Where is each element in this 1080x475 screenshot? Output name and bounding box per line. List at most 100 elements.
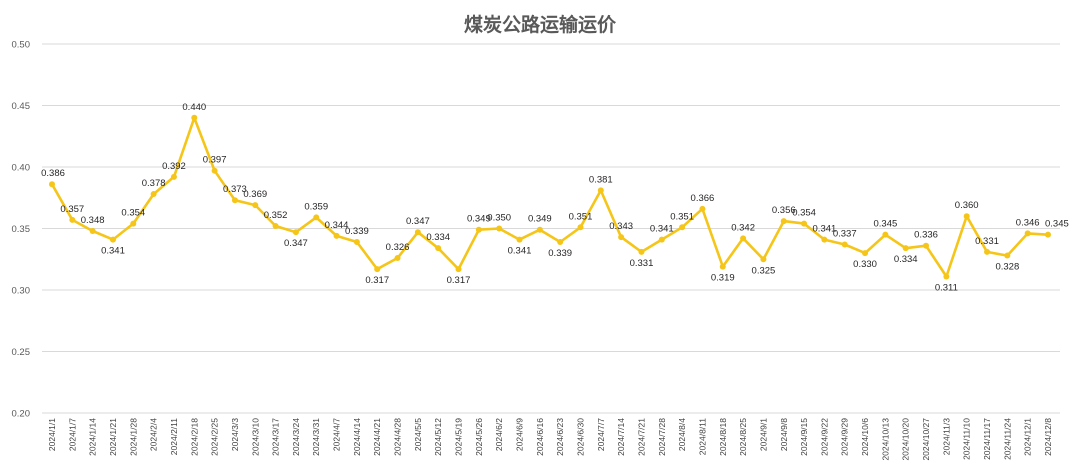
- data-point: [272, 223, 279, 230]
- x-tick-label: 2024/11/3: [941, 418, 951, 455]
- data-label: 0.325: [752, 265, 776, 276]
- data-label: 0.326: [386, 242, 410, 253]
- data-label: 0.337: [833, 228, 857, 239]
- y-tick-label: 0.25: [12, 347, 31, 358]
- x-tick-label: 2024/10/27: [921, 418, 931, 461]
- data-label: 0.349: [528, 214, 552, 225]
- data-label: 0.356: [772, 205, 796, 216]
- data-label: 0.366: [691, 193, 715, 204]
- data-label: 0.339: [548, 248, 572, 259]
- data-label: 0.347: [406, 216, 430, 227]
- data-point: [1004, 252, 1011, 259]
- x-tick-label: 2024/8/11: [697, 418, 707, 455]
- y-tick-label: 0.30: [12, 286, 31, 297]
- x-tick-label: 2024/5/26: [474, 418, 484, 456]
- data-point: [455, 266, 462, 273]
- data-label: 0.331: [630, 258, 654, 269]
- data-point: [89, 227, 96, 234]
- x-tick-label: 2024/1/1: [47, 418, 57, 451]
- data-label: 0.360: [955, 200, 979, 211]
- data-point: [333, 232, 340, 239]
- x-tick-label: 2024/5/19: [454, 418, 464, 456]
- x-tick-label: 2024/9/8: [779, 418, 789, 451]
- data-label: 0.341: [650, 224, 674, 235]
- x-tick-label: 2024/4/14: [352, 418, 362, 456]
- data-point: [69, 216, 76, 223]
- x-tick-label: 2024/7/7: [596, 418, 606, 451]
- data-label: 0.354: [792, 208, 816, 219]
- data-point: [109, 236, 116, 243]
- data-point: [943, 273, 950, 280]
- data-point: [313, 214, 320, 221]
- data-point: [801, 220, 808, 227]
- x-tick-label: 2024/11/10: [962, 418, 972, 460]
- x-tick-label: 2024/6/16: [535, 418, 545, 456]
- data-point: [679, 224, 686, 231]
- x-tick-label: 2024/4/21: [372, 418, 382, 456]
- y-tick-label: 0.45: [12, 101, 31, 112]
- chart-title: 煤炭公路运输运价: [463, 14, 616, 36]
- data-point: [618, 234, 625, 241]
- data-label: 0.345: [873, 219, 897, 230]
- data-point: [902, 245, 909, 252]
- x-tick-label: 2024/1/21: [108, 418, 118, 456]
- x-tick-label: 2024/4/28: [393, 418, 403, 456]
- y-tick-label: 0.50: [12, 40, 31, 51]
- data-label: 0.347: [284, 238, 308, 249]
- x-tick-label: 2024/11/17: [982, 418, 992, 460]
- series-line: [50, 116, 1050, 278]
- data-label: 0.369: [243, 189, 267, 200]
- x-tick-label: 2024/9/1: [758, 418, 768, 451]
- data-point: [841, 241, 848, 248]
- x-tick-label: 2024/8/18: [718, 418, 728, 456]
- x-tick-label: 2024/7/14: [616, 418, 626, 456]
- data-label: 0.346: [1016, 217, 1040, 228]
- x-tick-label: 2024/7/28: [657, 418, 667, 456]
- x-tick-label: 2024/1/7: [67, 418, 77, 451]
- data-point: [130, 220, 137, 227]
- data-label: 0.330: [853, 259, 877, 270]
- data-label: 0.381: [589, 174, 613, 185]
- data-point: [740, 235, 747, 242]
- data-label: 0.343: [609, 221, 633, 232]
- data-point: [414, 229, 421, 236]
- data-point: [353, 239, 360, 246]
- data-point: [719, 263, 726, 270]
- data-point: [1045, 231, 1051, 238]
- x-tick-label: 2024/12/8: [1043, 418, 1053, 456]
- data-label: 0.328: [995, 262, 1019, 273]
- x-tick-label: 2024/3/24: [291, 418, 301, 456]
- data-point: [1024, 230, 1031, 237]
- data-point: [638, 248, 645, 255]
- x-tick-label: 2024/2/11: [169, 418, 179, 455]
- data-label: 0.357: [60, 204, 84, 215]
- x-tick-label: 2024/5/12: [433, 418, 443, 456]
- data-label: 0.440: [182, 102, 206, 113]
- data-label: 0.341: [813, 224, 837, 235]
- data-point: [658, 236, 665, 243]
- x-tick-label: 2024/11/24: [1002, 418, 1012, 460]
- data-point: [597, 187, 604, 194]
- data-label: 0.350: [487, 213, 511, 224]
- data-point: [496, 225, 503, 232]
- x-tick-label: 2024/10/20: [901, 418, 911, 461]
- data-label: 0.351: [569, 211, 593, 222]
- data-point: [374, 266, 381, 273]
- y-tick-label: 0.40: [12, 163, 31, 174]
- data-point: [963, 213, 970, 220]
- data-point: [984, 248, 991, 255]
- data-point: [780, 218, 787, 225]
- data-label: 0.341: [101, 246, 125, 257]
- data-point: [394, 255, 401, 262]
- x-tick-label: 2024/3/31: [311, 418, 321, 456]
- data-label: 0.317: [447, 275, 471, 286]
- x-tick-label: 2024/2/25: [210, 418, 220, 456]
- data-label: 0.352: [264, 210, 288, 221]
- data-label: 0.334: [894, 254, 918, 265]
- data-label: 0.359: [304, 201, 328, 212]
- data-point: [557, 239, 564, 246]
- data-point: [536, 226, 543, 233]
- x-tick-label: 2024/3/10: [250, 418, 260, 456]
- y-tick-label: 0.35: [12, 224, 31, 235]
- data-point: [577, 224, 584, 231]
